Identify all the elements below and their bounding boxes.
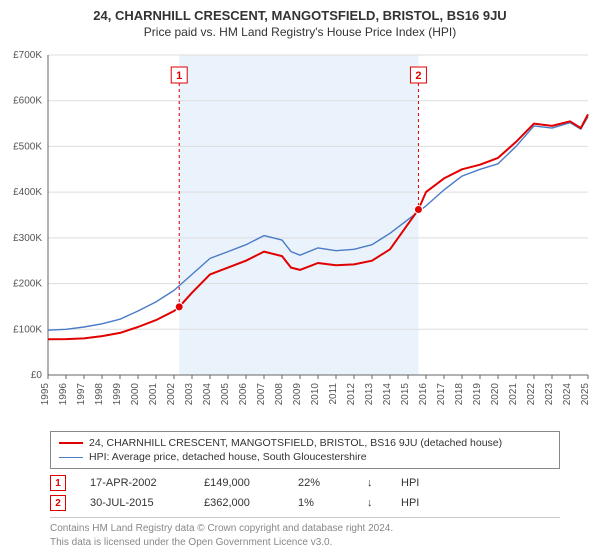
legend-swatch-hpi bbox=[59, 457, 83, 458]
legend-label-hpi: HPI: Average price, detached house, Sout… bbox=[89, 451, 367, 463]
svg-text:£700K: £700K bbox=[13, 50, 42, 61]
transaction-pct-2: 1% bbox=[298, 497, 343, 509]
svg-text:2019: 2019 bbox=[472, 383, 483, 406]
svg-text:2013: 2013 bbox=[364, 383, 375, 406]
chart-svg: £0 £100K £200K £300K £400K £500K £600K £700K 199… bbox=[0, 45, 600, 425]
svg-text:2001: 2001 bbox=[148, 383, 159, 406]
svg-text:1996: 1996 bbox=[58, 383, 69, 406]
svg-text:£400K: £400K bbox=[13, 187, 42, 198]
svg-text:2009: 2009 bbox=[292, 383, 303, 406]
svg-text:2021: 2021 bbox=[508, 383, 519, 406]
transaction-price-2: £362,000 bbox=[204, 497, 274, 509]
marker-badge-1: 1 bbox=[50, 475, 66, 491]
svg-text:£0: £0 bbox=[31, 370, 43, 381]
legend-label-property: 24, CHARNHILL CRESCENT, MANGOTSFIELD, BR… bbox=[89, 437, 502, 449]
svg-text:2017: 2017 bbox=[436, 383, 447, 406]
svg-text:2018: 2018 bbox=[454, 383, 465, 406]
svg-text:2012: 2012 bbox=[346, 383, 357, 406]
chart-subtitle: Price paid vs. HM Land Registry's House … bbox=[0, 23, 600, 45]
svg-text:2005: 2005 bbox=[220, 383, 231, 406]
svg-text:1999: 1999 bbox=[112, 383, 123, 406]
legend-swatch-property bbox=[59, 442, 83, 444]
marker-badge-2: 2 bbox=[50, 495, 66, 511]
hpi-label-1: HPI bbox=[401, 477, 431, 489]
transaction-pct-1: 22% bbox=[298, 477, 343, 489]
svg-text:2000: 2000 bbox=[130, 383, 141, 406]
svg-text:£600K: £600K bbox=[13, 96, 42, 107]
svg-text:1998: 1998 bbox=[94, 383, 105, 406]
svg-text:£300K: £300K bbox=[13, 233, 42, 244]
footer-line-1: Contains HM Land Registry data © Crown c… bbox=[50, 522, 560, 536]
svg-text:2008: 2008 bbox=[274, 383, 285, 406]
svg-text:£500K: £500K bbox=[13, 141, 42, 152]
legend-row-hpi: HPI: Average price, detached house, Sout… bbox=[59, 450, 551, 464]
svg-text:2002: 2002 bbox=[166, 383, 177, 406]
footer-attribution: Contains HM Land Registry data © Crown c… bbox=[50, 517, 560, 549]
svg-text:2: 2 bbox=[415, 70, 421, 82]
legend: 24, CHARNHILL CRESCENT, MANGOTSFIELD, BR… bbox=[50, 431, 560, 469]
transaction-table: 1 17-APR-2002 £149,000 22% ↓ HPI 2 30-JU… bbox=[50, 473, 560, 513]
svg-text:2020: 2020 bbox=[490, 383, 501, 406]
down-arrow-icon: ↓ bbox=[367, 477, 377, 489]
svg-text:1: 1 bbox=[176, 70, 182, 82]
footer-line-2: This data is licensed under the Open Gov… bbox=[50, 536, 560, 550]
legend-row-property: 24, CHARNHILL CRESCENT, MANGOTSFIELD, BR… bbox=[59, 436, 551, 450]
svg-text:£100K: £100K bbox=[13, 324, 42, 335]
svg-text:2023: 2023 bbox=[544, 383, 555, 406]
transaction-row-2: 2 30-JUL-2015 £362,000 1% ↓ HPI bbox=[50, 493, 560, 513]
transaction-price-1: £149,000 bbox=[204, 477, 274, 489]
svg-text:2015: 2015 bbox=[400, 383, 411, 406]
chart-container: 24, CHARNHILL CRESCENT, MANGOTSFIELD, BR… bbox=[0, 0, 600, 560]
svg-text:2016: 2016 bbox=[418, 383, 429, 406]
down-arrow-icon: ↓ bbox=[367, 497, 377, 509]
svg-text:2004: 2004 bbox=[202, 383, 213, 406]
svg-text:£200K: £200K bbox=[13, 279, 42, 290]
transaction-row-1: 1 17-APR-2002 £149,000 22% ↓ HPI bbox=[50, 473, 560, 493]
transaction-date-1: 17-APR-2002 bbox=[90, 477, 180, 489]
svg-text:2011: 2011 bbox=[328, 383, 339, 405]
hpi-label-2: HPI bbox=[401, 497, 431, 509]
line-chart: £0 £100K £200K £300K £400K £500K £600K £700K 199… bbox=[0, 45, 600, 425]
svg-text:2006: 2006 bbox=[238, 383, 249, 406]
svg-text:2025: 2025 bbox=[580, 383, 591, 406]
svg-text:1997: 1997 bbox=[76, 383, 87, 406]
svg-text:2024: 2024 bbox=[562, 383, 573, 406]
chart-title: 24, CHARNHILL CRESCENT, MANGOTSFIELD, BR… bbox=[0, 0, 600, 23]
svg-text:2014: 2014 bbox=[382, 383, 393, 406]
svg-text:2003: 2003 bbox=[184, 383, 195, 406]
transaction-date-2: 30-JUL-2015 bbox=[90, 497, 180, 509]
svg-text:2022: 2022 bbox=[526, 383, 537, 406]
svg-text:2007: 2007 bbox=[256, 383, 267, 406]
svg-text:1995: 1995 bbox=[40, 383, 51, 406]
svg-text:2010: 2010 bbox=[310, 383, 321, 406]
